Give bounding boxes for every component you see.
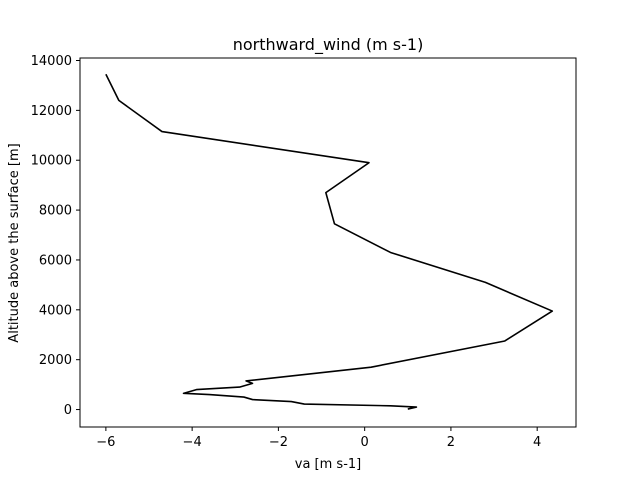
y-tick-label: 2000 [39, 353, 72, 368]
y-tick-label: 14000 [31, 54, 72, 69]
y-axis-label: Altitude above the surface [m] [7, 143, 22, 342]
x-tick-label: 4 [533, 435, 541, 450]
y-tick-label: 8000 [39, 204, 72, 219]
series-line-0 [105, 73, 554, 410]
x-tick-label: −6 [96, 435, 115, 450]
y-tick-label: 6000 [39, 253, 72, 268]
x-tick-label: 2 [447, 435, 455, 450]
y-tick-label: 0 [64, 403, 72, 418]
chart-title: northward_wind (m s-1) [233, 35, 424, 55]
y-tick-label: 12000 [31, 104, 72, 119]
y-tick-label: 4000 [39, 303, 72, 318]
plot-frame [79, 57, 577, 428]
x-tick-label: −2 [269, 435, 288, 450]
plot-area: −6 −4 −2 0 2 4 0 2000 4000 6000 8000 10000 12000 1400… [31, 54, 577, 450]
y-tick-label: 10000 [31, 154, 72, 169]
x-axis-label: va [m s-1] [295, 457, 361, 472]
x-tick-label: 0 [361, 435, 369, 450]
x-tick-label: −4 [183, 435, 202, 450]
